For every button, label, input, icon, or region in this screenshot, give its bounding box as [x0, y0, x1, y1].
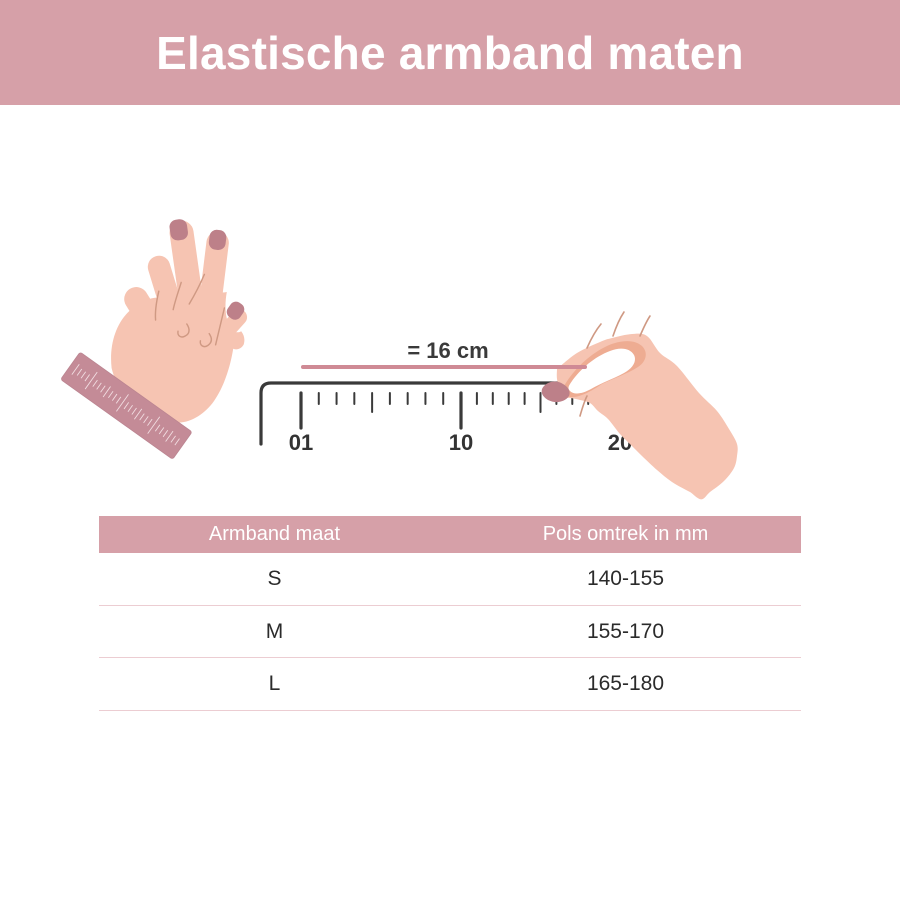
- svg-text:01: 01: [289, 430, 313, 455]
- svg-text:= 16 cm: = 16 cm: [407, 338, 488, 363]
- svg-text:10: 10: [449, 430, 473, 455]
